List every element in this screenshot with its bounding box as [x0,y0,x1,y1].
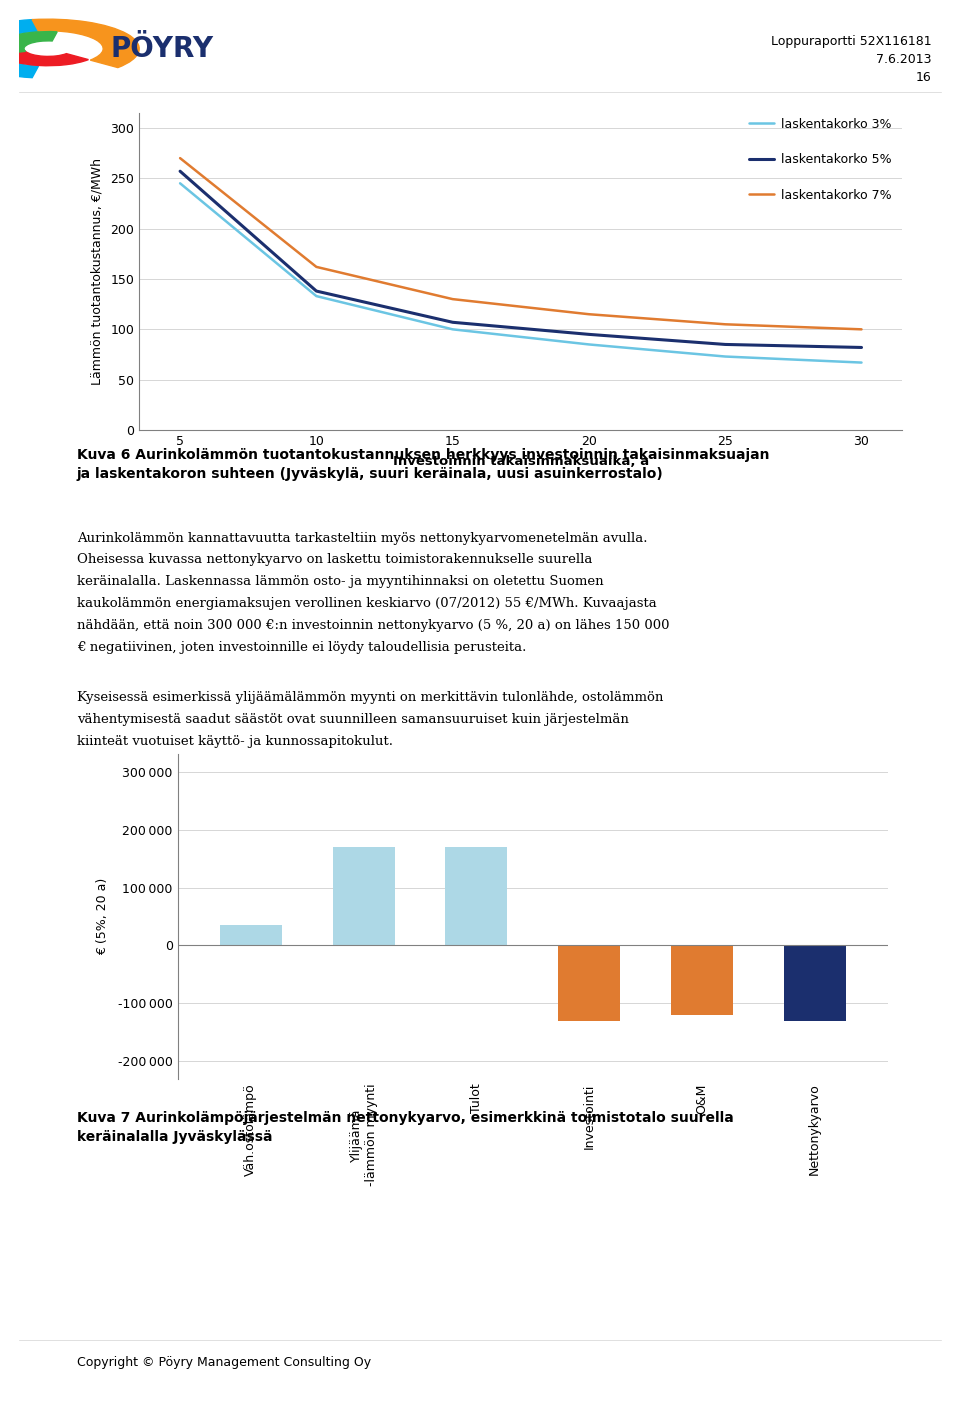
Text: Loppuraportti 52X116181
7.6.2013
16: Loppuraportti 52X116181 7.6.2013 16 [771,35,931,85]
laskentakorko 5% [583,326,594,343]
laskentakorko 5% [447,314,459,331]
laskentakorko 5% [719,336,731,352]
Bar [558,946,620,1021]
laskentakorko 7% [447,290,459,307]
laskentakorko 3% [719,348,731,365]
Text: Aurinkolämmön kannattavuutta tarkasteltiin myös nettonykyarvomenetelmän avulla.: Aurinkolämmön kannattavuutta tarkastelti… [77,532,647,544]
laskentakorko 7% [311,258,323,275]
laskentakorko 3% [175,175,186,192]
Text: PÖYRY: PÖYRY [110,35,213,62]
X-axis label: Investoinnin takaisinmaksuaika, a: Investoinnin takaisinmaksuaika, a [393,455,649,468]
Line: laskentakorko 3%: laskentakorko 3% [180,183,861,362]
Y-axis label: Lämmön tuotantokustannus, €/MWh: Lämmön tuotantokustannus, €/MWh [90,158,104,385]
Bar [783,946,846,1021]
Text: Kuva 6 Aurinkolämmön tuotantokustannuksen herkkyys investoinnin takaisinmaksuaja: Kuva 6 Aurinkolämmön tuotantokustannukse… [77,448,769,481]
laskentakorko 3% [583,336,594,352]
Text: nähdään, että noin 300 000 €:n investoinnin nettonykyarvo (5 %, 20 a) on lähes 1: nähdään, että noin 300 000 €:n investoin… [77,619,669,632]
Bar [671,946,732,1015]
laskentakorko 7% [855,321,867,338]
Wedge shape [0,20,38,78]
Text: kaukolämmön energiamaksujen verollinen keskiarvo (07/2012) 55 €/MWh. Kuvaajasta: kaukolämmön energiamaksujen verollinen k… [77,596,657,611]
Text: vähentymisestä saadut säästöt ovat suunnilleen samansuuruiset kuin järjestelmän: vähentymisestä saadut säästöt ovat suunn… [77,712,629,726]
laskentakorko 7% [583,306,594,323]
Text: Copyright © Pöyry Management Consulting Oy: Copyright © Pöyry Management Consulting … [77,1356,371,1369]
Text: € negatiivinen, joten investoinnille ei löydy taloudellisia perusteita.: € negatiivinen, joten investoinnille ei … [77,640,526,654]
Text: keräinalalla. Laskennassa lämmön osto- ja myyntihinnaksi on oletettu Suomen: keräinalalla. Laskennassa lämmön osto- j… [77,575,604,588]
Text: Kyseisessä esimerkissä ylijäämälämmön myynti on merkittävin tulonlähde, ostolämm: Kyseisessä esimerkissä ylijäämälämmön my… [77,691,663,704]
Wedge shape [0,51,88,66]
laskentakorko 7% [175,149,186,166]
laskentakorko 3% [855,354,867,371]
laskentakorko 5% [175,162,186,179]
Wedge shape [33,20,139,68]
Text: Oheisessa kuvassa nettonykyarvo on laskettu toimistorakennukselle suurella: Oheisessa kuvassa nettonykyarvo on laske… [77,553,592,567]
Line: laskentakorko 7%: laskentakorko 7% [180,158,861,330]
Text: Kuva 7 Aurinkolämpöjärjestelmän nettonykyarvo, esimerkkinä toimistotalo suurella: Kuva 7 Aurinkolämpöjärjestelmän nettonyk… [77,1111,733,1144]
laskentakorko 5% [855,338,867,355]
Wedge shape [0,31,58,55]
Text: kiinteät vuotuiset käyttö- ja kunnossapitokulut.: kiinteät vuotuiset käyttö- ja kunnossapi… [77,735,393,747]
laskentakorko 3% [311,288,323,305]
Line: laskentakorko 5%: laskentakorko 5% [180,171,861,347]
Y-axis label: € (5%, 20 a): € (5%, 20 a) [97,878,109,955]
laskentakorko 3% [447,321,459,338]
Bar [220,925,282,946]
laskentakorko 5% [311,282,323,299]
Bar [445,847,508,946]
laskentakorko 7% [719,316,731,333]
Bar [333,847,395,946]
Legend: laskentakorko 3%, laskentakorko 5%, laskentakorko 7%: laskentakorko 3%, laskentakorko 5%, lask… [744,113,896,207]
